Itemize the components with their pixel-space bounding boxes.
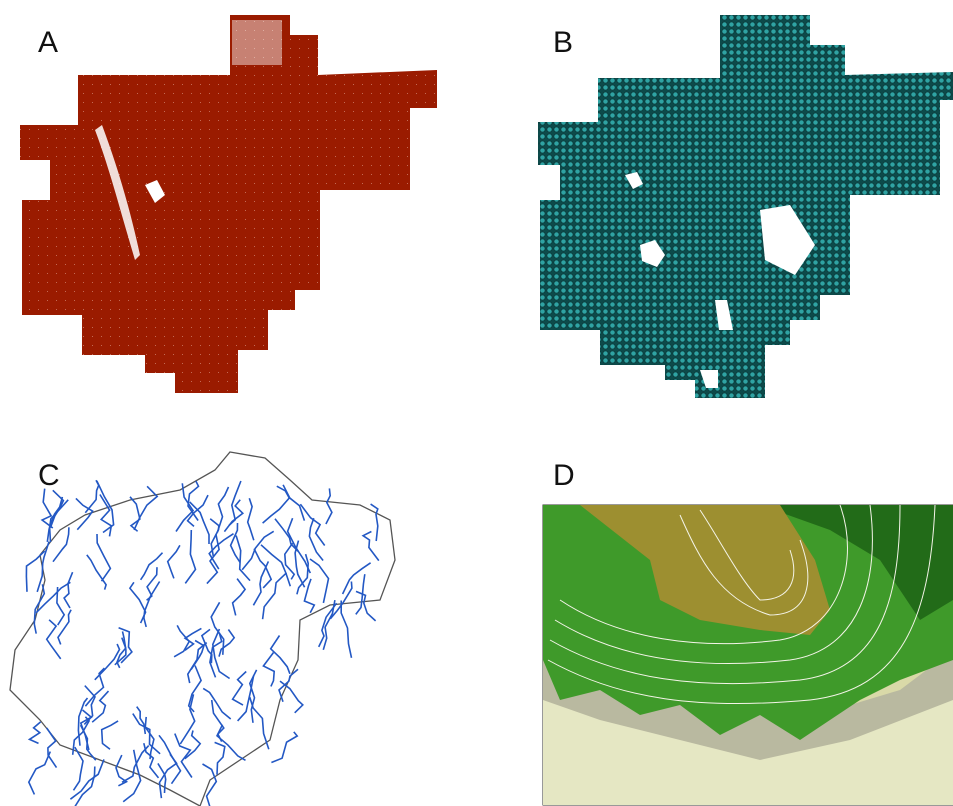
river	[341, 601, 351, 658]
river	[57, 587, 64, 625]
panel-label: C	[38, 459, 60, 492]
river	[159, 735, 181, 783]
river	[70, 759, 104, 799]
river	[185, 530, 195, 583]
panel-label: D	[553, 459, 575, 492]
river	[304, 579, 314, 613]
river	[95, 644, 120, 680]
river	[236, 536, 250, 581]
gap	[232, 20, 282, 65]
river	[343, 563, 371, 594]
river	[233, 672, 247, 706]
river	[263, 485, 290, 523]
river	[215, 742, 225, 774]
river	[30, 722, 41, 744]
river	[188, 643, 207, 684]
river	[174, 625, 189, 656]
river	[277, 486, 305, 520]
river	[130, 582, 146, 623]
river	[53, 527, 69, 561]
river	[310, 559, 329, 603]
river	[242, 531, 274, 569]
river	[356, 591, 376, 621]
river	[141, 553, 163, 580]
river	[263, 653, 274, 687]
river	[271, 636, 290, 674]
river	[47, 728, 57, 768]
river	[248, 498, 254, 540]
river	[371, 504, 378, 541]
river	[203, 764, 217, 806]
river	[185, 628, 202, 650]
river	[254, 549, 271, 588]
river	[271, 732, 297, 763]
river	[168, 545, 180, 578]
river	[87, 555, 106, 590]
river	[326, 488, 332, 524]
river	[233, 579, 246, 616]
river	[300, 504, 324, 545]
panel-c: C	[10, 452, 395, 806]
river	[250, 697, 269, 749]
river	[295, 541, 305, 588]
river	[144, 582, 160, 627]
panel-label: A	[38, 26, 58, 59]
panel-b: B	[538, 15, 953, 398]
river	[102, 721, 118, 749]
river	[203, 688, 231, 719]
panel-d: D	[543, 459, 953, 805]
river	[29, 752, 51, 795]
river	[64, 572, 73, 608]
coverage-map	[20, 15, 437, 393]
point-map	[538, 15, 953, 398]
river	[147, 567, 157, 600]
river-network	[26, 480, 378, 806]
river	[76, 498, 93, 529]
river	[263, 573, 287, 619]
figure: A B C D	[0, 0, 953, 806]
panel-label: B	[553, 26, 573, 59]
river	[219, 630, 234, 657]
panel-a: A	[20, 15, 437, 393]
